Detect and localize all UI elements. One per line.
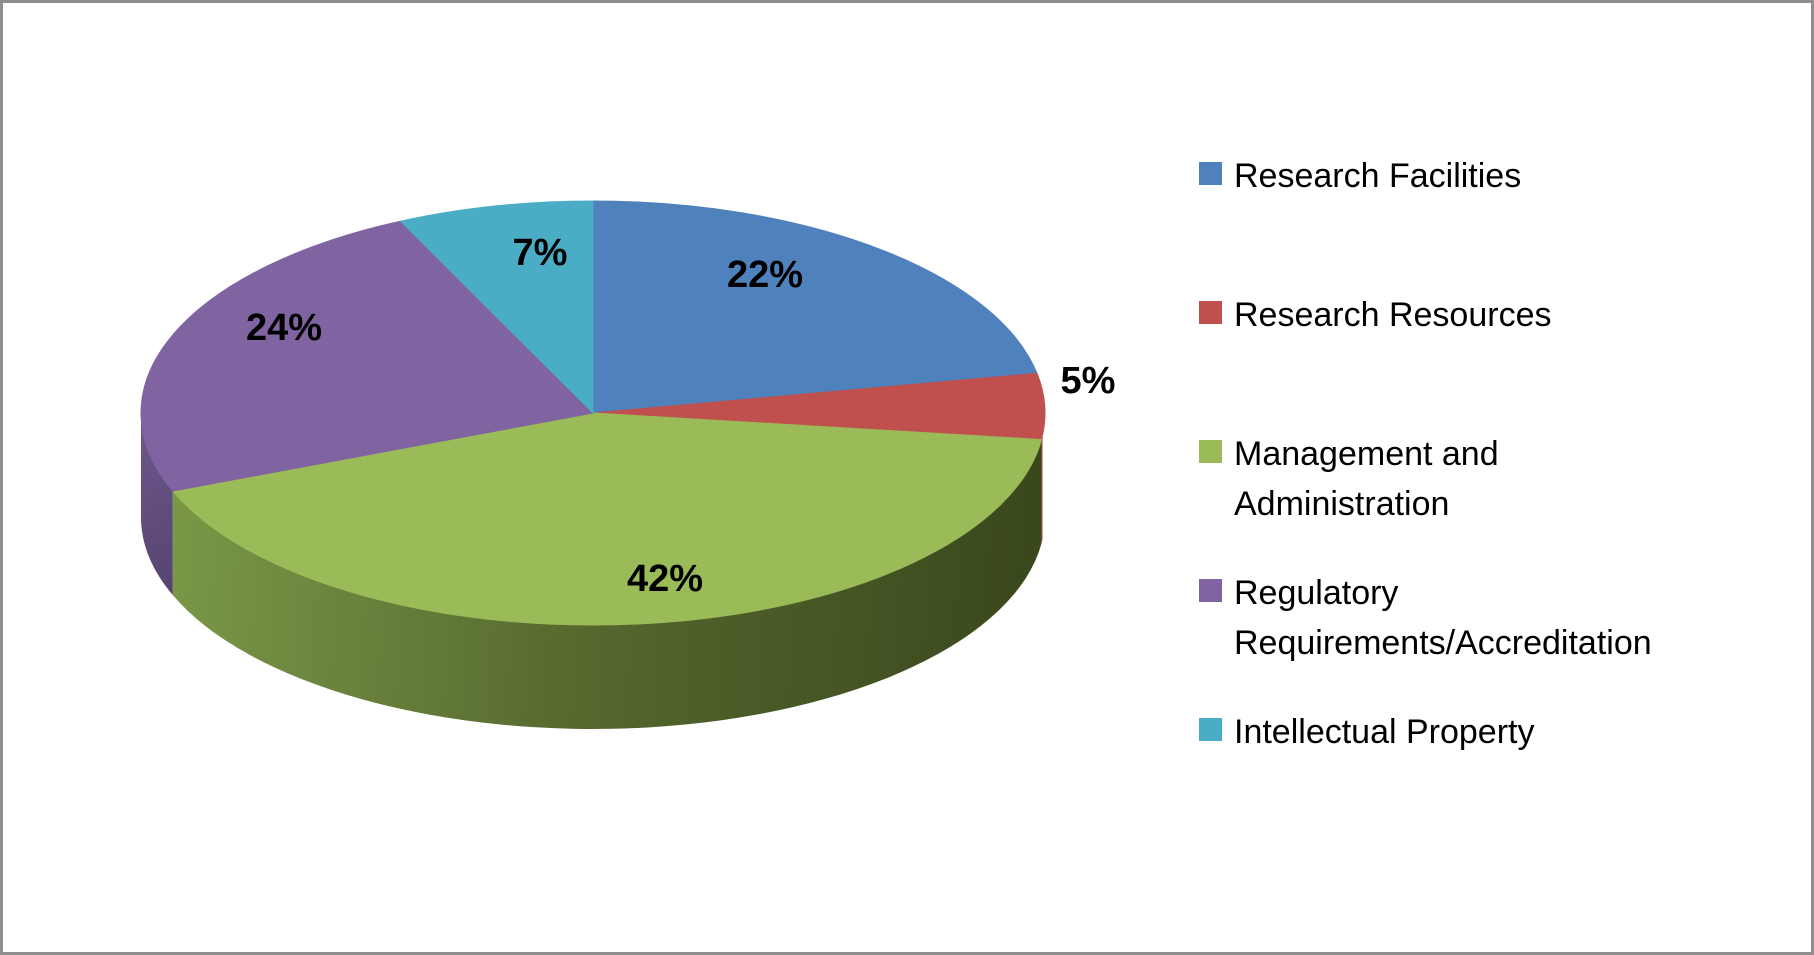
legend-label-research-resources: Research Resources [1234,296,1552,334]
legend-label-management-and-administration: Management and Administration [1234,435,1499,523]
legend-swatch-intellectual-property [1199,718,1222,741]
pie-slice-rim-management-and-administration [172,439,1042,730]
pie-slice-rim-regulatory-requirements-accreditation [141,413,173,596]
chart-legend: Research Facilities Research Resources Man… [1199,151,1789,846]
legend-item-regulatory-requirements-accreditation: Regulatory Requirements/Accreditation [1199,568,1789,707]
pie-slice-management-and-administration [171,412,1043,626]
pie-slice-regulatory-requirements-accreditation [140,220,595,492]
pie-data-label-research-resources: 5% [1061,360,1116,402]
legend-label-regulatory-requirements-accreditation: Regulatory Requirements/Accreditation [1234,574,1652,662]
legend-label-research-facilities: Research Facilities [1234,157,1522,195]
legend-label-intellectual-property: Intellectual Property [1234,713,1535,751]
legend-item-intellectual-property: Intellectual Property [1199,707,1789,846]
pie-chart-3d: 22% 5% 42% 24% 7% [140,200,1116,730]
legend-item-management-and-administration: Management and Administration [1199,429,1789,568]
pie-data-label-management-and-administration: 42% [627,558,703,600]
pie-slice-intellectual-property [399,200,594,415]
legend-swatch-regulatory-requirements-accreditation [1199,579,1222,602]
pie-data-label-regulatory-requirements-accreditation: 24% [246,307,322,349]
legend-item-research-resources: Research Resources [1199,290,1789,429]
legend-item-research-facilities: Research Facilities [1199,151,1789,290]
pie-data-label-research-facilities: 22% [727,254,803,296]
pie-slice-rim-research-resources [1041,435,1043,544]
legend-swatch-management-and-administration [1199,440,1222,463]
pie-slice-research-facilities [592,200,1038,414]
pie-data-label-intellectual-property: 7% [513,232,568,274]
legend-swatch-research-facilities [1199,162,1222,185]
pie-slice-research-resources [592,372,1046,441]
legend-swatch-research-resources [1199,301,1222,324]
